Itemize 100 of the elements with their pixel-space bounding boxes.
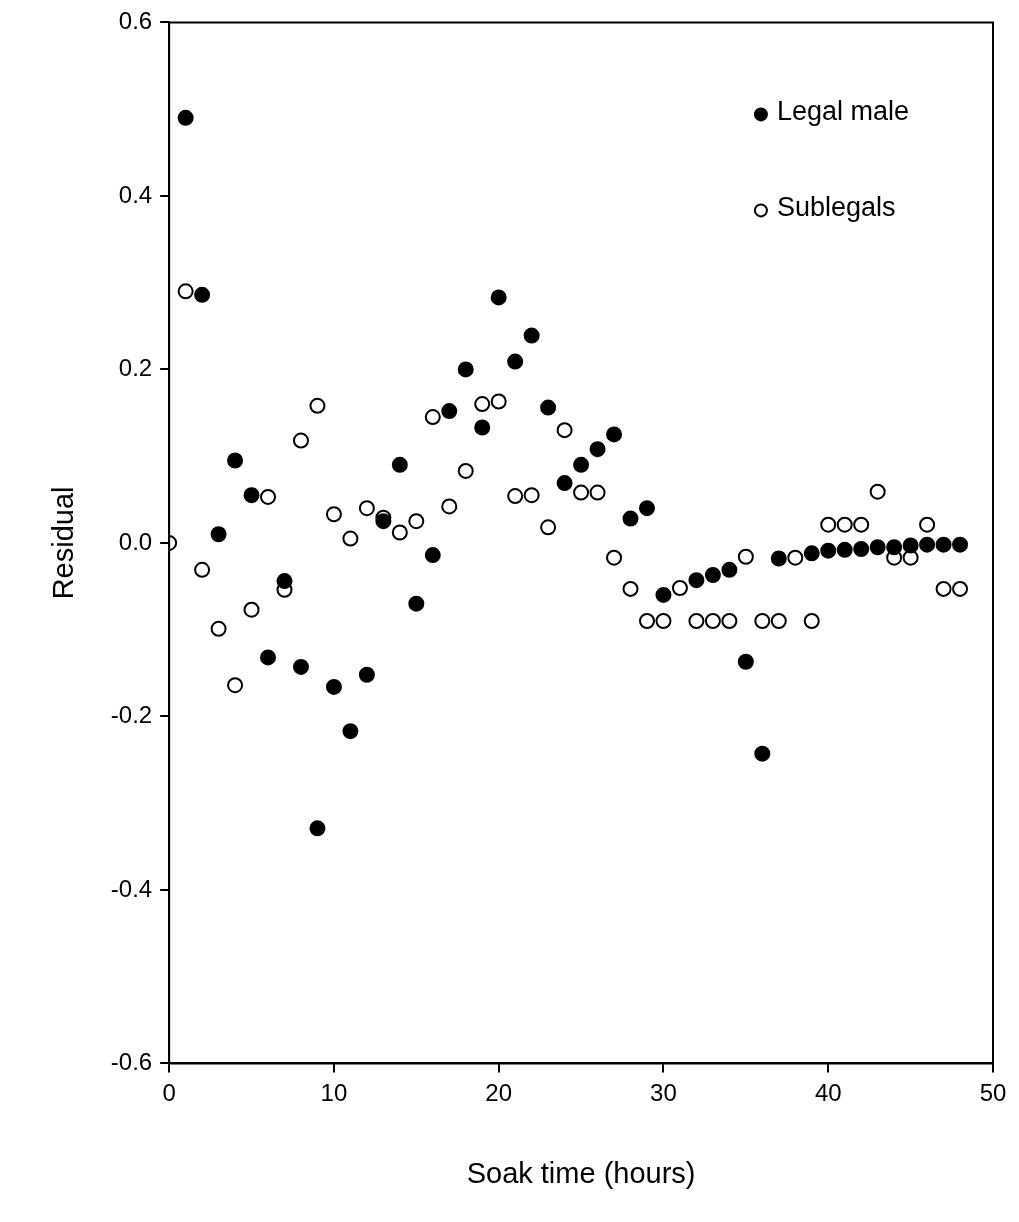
point (737, 653, 754, 670)
point (655, 612, 672, 629)
point (408, 595, 425, 612)
point (820, 516, 837, 533)
point (490, 393, 507, 410)
point (227, 677, 244, 694)
point (704, 612, 721, 629)
point (325, 506, 342, 523)
point (589, 484, 606, 501)
point (952, 580, 969, 597)
y-tick-label: 0.6 (118, 7, 153, 35)
point (770, 550, 787, 567)
point (622, 580, 639, 597)
point (622, 510, 639, 527)
point (309, 397, 326, 414)
point (770, 612, 787, 629)
point (952, 536, 969, 553)
y-tick-label: -0.6 (110, 1048, 153, 1076)
y-axis-title: Residual (47, 486, 80, 600)
point (325, 678, 342, 695)
point (408, 513, 425, 530)
point (243, 487, 260, 504)
x-tick-label: 40 (814, 1079, 842, 1107)
point (441, 498, 458, 515)
point (523, 327, 540, 344)
point (227, 452, 244, 469)
point (292, 658, 309, 675)
point (556, 475, 573, 492)
x-axis-title: Soak time (hours) (466, 1156, 696, 1189)
point (556, 422, 573, 439)
point (803, 612, 820, 629)
point (836, 516, 853, 533)
point (210, 620, 227, 637)
point (358, 500, 375, 517)
point (424, 409, 441, 426)
point (260, 649, 277, 666)
point (688, 572, 705, 589)
x-tick-label: 20 (485, 1079, 513, 1107)
point (606, 549, 623, 566)
legend-label: Sublegals (776, 191, 896, 222)
point (441, 403, 458, 420)
point (935, 536, 952, 553)
point (490, 289, 507, 306)
point (375, 513, 392, 530)
point (935, 580, 952, 597)
y-tick-label: -0.4 (110, 874, 153, 902)
point (573, 456, 590, 473)
point (177, 109, 194, 126)
point (342, 530, 359, 547)
point (721, 612, 738, 629)
point (243, 601, 260, 618)
point (803, 545, 820, 562)
point (869, 539, 886, 556)
point (391, 524, 408, 541)
point (292, 432, 309, 449)
point (194, 561, 211, 578)
point (704, 567, 721, 583)
point (507, 353, 524, 370)
point (919, 536, 936, 553)
point (474, 419, 491, 436)
point (523, 487, 540, 504)
point (721, 561, 738, 578)
point (853, 516, 870, 533)
point (655, 586, 672, 603)
point (194, 286, 211, 303)
point (688, 612, 705, 629)
point (787, 549, 804, 566)
point (573, 484, 590, 501)
point (342, 723, 359, 740)
x-tick-label: 30 (650, 1079, 677, 1107)
point (589, 441, 606, 458)
point (737, 548, 754, 565)
y-tick-label: -0.2 (110, 701, 153, 729)
x-tick-label: 50 (979, 1079, 1007, 1107)
point (754, 612, 771, 629)
point (638, 612, 655, 629)
point (457, 462, 474, 479)
point (638, 500, 655, 517)
point (210, 526, 227, 543)
x-tick-label: 0 (162, 1079, 176, 1107)
point (836, 541, 853, 558)
y-tick-label: 0.2 (118, 354, 153, 382)
point (606, 426, 623, 443)
point (540, 399, 557, 416)
point (391, 456, 408, 473)
point (869, 483, 886, 500)
point (457, 361, 474, 378)
point (902, 537, 919, 554)
point (309, 820, 326, 837)
point (853, 540, 870, 557)
x-tick-label: 10 (320, 1079, 348, 1107)
point (540, 519, 557, 536)
point (177, 283, 194, 300)
point (886, 539, 903, 556)
point (474, 396, 491, 413)
point (260, 488, 277, 505)
point (820, 542, 837, 559)
point (276, 573, 293, 590)
point (507, 488, 524, 505)
point (671, 580, 688, 597)
